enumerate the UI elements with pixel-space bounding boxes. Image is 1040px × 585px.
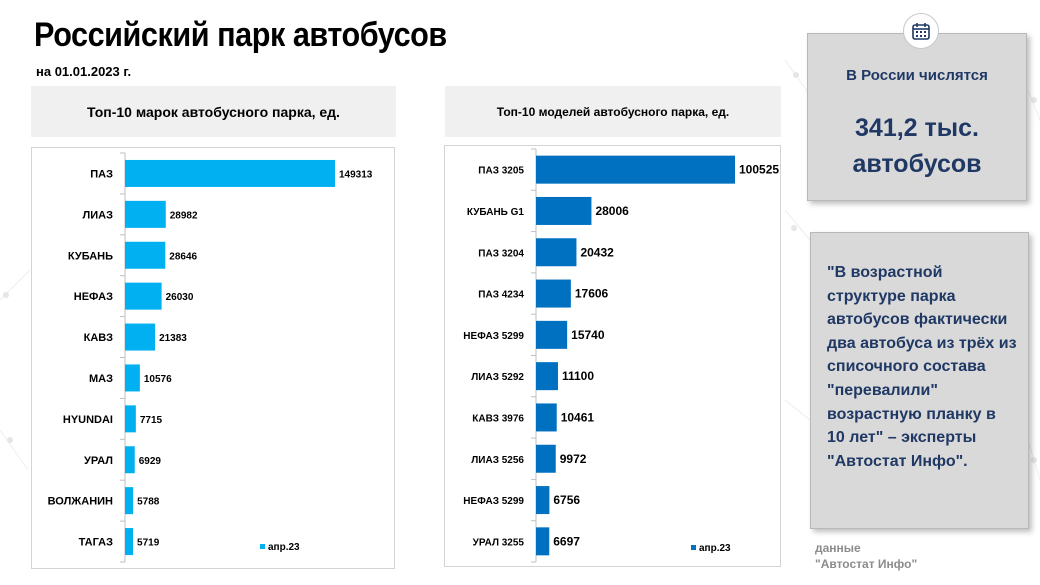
bar: [125, 282, 162, 310]
legend-label: апр.23: [268, 542, 300, 553]
bar: [536, 403, 557, 432]
calendar-badge: [903, 13, 939, 49]
bar: [125, 405, 136, 433]
data-label: 6756: [553, 493, 580, 507]
data-label: 11100: [562, 369, 594, 383]
bar: [125, 446, 135, 474]
calendar-icon: [912, 23, 930, 40]
brands-chart: ПАЗ 149313 ЛИАЗ 28982 КУБАНЬ 28646 НЕФАЗ 26030 К…: [31, 147, 395, 569]
bar: [125, 200, 166, 228]
category-label: ПАЗ 4234: [478, 290, 524, 301]
bar: [536, 196, 592, 225]
brands-chart-header: Топ-10 марок автобусного парка, ед.: [31, 86, 396, 137]
category-label: УРАЛ: [84, 455, 113, 467]
data-label: 20432: [580, 245, 614, 259]
category-label: НЕФАЗ: [74, 291, 113, 303]
category-label: КУБАНЬ: [68, 250, 113, 262]
category-label: НЕФАЗ 5299: [463, 496, 524, 507]
models-chart-svg: ПАЗ 3205 100525 КУБАНЬ G1 28006 ПАЗ 3204 2043…: [463, 148, 779, 563]
data-label: 15740: [571, 328, 605, 342]
quote-box: "В возрастной структуре парка автобусов …: [810, 232, 1029, 529]
legend-swatch: [691, 545, 696, 550]
data-label: 5788: [137, 497, 160, 508]
bar: [125, 159, 335, 187]
legend-label: апр.23: [699, 543, 731, 554]
category-label: ПАЗ: [90, 168, 113, 180]
legend-swatch: [260, 544, 265, 549]
page-subtitle: на 01.01.2023 г.: [36, 64, 132, 79]
data-label: 28646: [169, 251, 197, 262]
category-label: ТАГАЗ: [79, 537, 113, 549]
stat-value: 341,2 тыс. автобусов: [852, 114, 982, 178]
models-chart: ПАЗ 3205 100525 КУБАНЬ G1 28006 ПАЗ 3204 2043…: [444, 145, 781, 567]
bar: [536, 279, 571, 308]
source-note: данные "Автостат Инфо": [815, 541, 918, 571]
data-label: 9972: [560, 452, 587, 466]
category-label: HYUNDAI: [63, 414, 113, 426]
category-label: КУБАНЬ G1: [467, 207, 525, 218]
bar: [536, 527, 550, 556]
bar: [125, 364, 140, 392]
bar: [536, 320, 568, 349]
category-label: ПАЗ 3205: [478, 166, 524, 177]
models-chart-header: Топ-10 моделей автобусного парка, ед.: [445, 86, 781, 137]
stat-label: В России числятся: [846, 67, 988, 84]
category-label: ВОЛЖАНИН: [48, 496, 113, 508]
bar: [125, 323, 156, 351]
category-label: ЛИАЗ 5256: [471, 455, 524, 466]
data-label: 17606: [575, 287, 609, 301]
page-title: Российский парк автобусов: [34, 16, 447, 54]
data-label: 28006: [595, 204, 629, 218]
category-label: НЕФАЗ 5299: [463, 331, 524, 342]
data-label: 6929: [139, 456, 162, 467]
bar: [125, 487, 134, 515]
data-label: 26030: [166, 292, 194, 303]
category-label: КАВЗ 3976: [472, 413, 524, 424]
data-label: 21383: [159, 333, 187, 344]
data-label: 28982: [170, 210, 198, 221]
bar: [536, 362, 558, 391]
data-label: 149313: [339, 169, 373, 180]
bar: [536, 486, 550, 515]
bar: [536, 444, 556, 473]
stat-box: В России числятся 341,2 тыс. автобусов: [807, 33, 1027, 201]
category-label: ЛИАЗ: [83, 209, 114, 221]
data-label: 100525: [739, 163, 779, 177]
category-label: ЛИАЗ 5292: [471, 372, 524, 383]
category-label: МАЗ: [89, 373, 113, 385]
bar: [536, 238, 577, 267]
data-label: 7715: [140, 415, 163, 426]
data-label: 10461: [561, 410, 595, 424]
data-label: 10576: [144, 374, 172, 385]
category-label: КАВЗ: [84, 332, 113, 344]
data-label: 5719: [137, 538, 160, 549]
data-label: 6697: [553, 534, 580, 548]
brands-chart-svg: ПАЗ 149313 ЛИАЗ 28982 КУБАНЬ 28646 НЕФАЗ 26030 К…: [48, 152, 373, 563]
bar: [125, 528, 134, 556]
category-label: ПАЗ 3204: [478, 248, 524, 259]
bar: [536, 155, 735, 184]
bar: [125, 241, 166, 269]
category-label: УРАЛ 3255: [473, 537, 525, 548]
quote-text: "В возрастной структуре парка автобусов …: [827, 264, 1017, 470]
